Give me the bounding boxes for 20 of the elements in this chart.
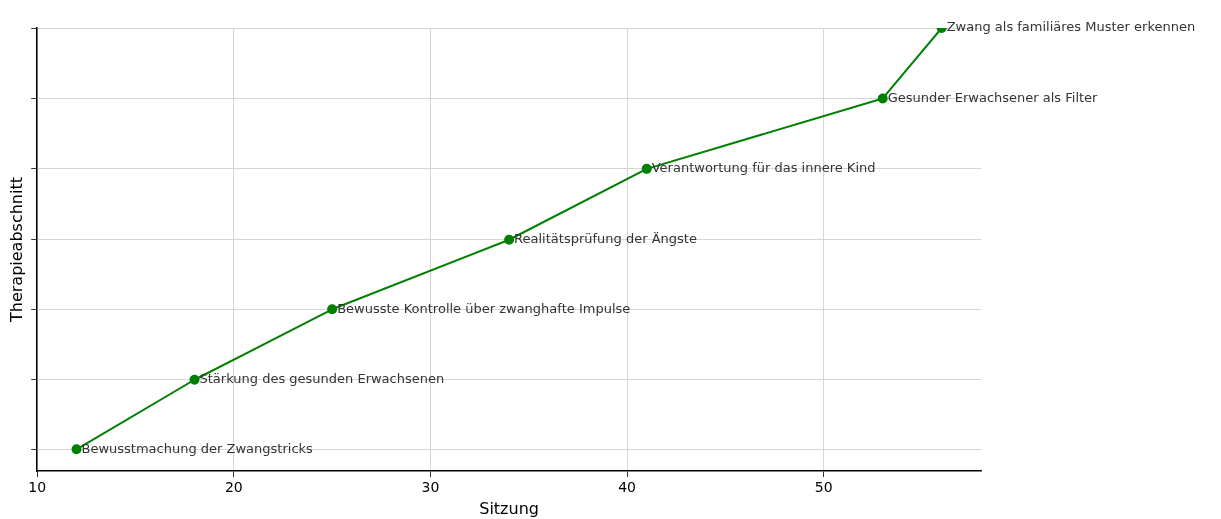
x-tick-label: 40 — [618, 479, 636, 496]
point — [641, 163, 652, 174]
point — [71, 444, 82, 455]
annotation: Bewusste Kontrolle über zwanghafte Impulse — [337, 300, 631, 316]
x-tick-label: 20 — [224, 479, 243, 496]
x-axis-title: Sitzung — [479, 498, 539, 518]
annotation: Zwang als familiäres Muster erkennen — [946, 19, 1196, 35]
point — [327, 304, 338, 315]
annotation: Gesunder Erwachsener als Filter — [887, 89, 1099, 105]
y-axis-title: Therapieabschnitt — [6, 177, 26, 323]
annotation: Realitätsprüfung der Ängste — [514, 231, 697, 247]
annotation: Bewusstmachung der Zwangstricks — [81, 440, 314, 456]
point — [504, 234, 515, 245]
annotation: Verantwortung für das innere Kind — [651, 160, 876, 176]
point — [877, 93, 888, 104]
x-tick-label: 50 — [814, 479, 833, 496]
x-tick-label: 30 — [421, 479, 440, 496]
annotation: Stärkung des gesunden Erwachsenen — [199, 371, 445, 387]
point — [189, 374, 200, 385]
x-tick-label: 10 — [28, 479, 47, 496]
